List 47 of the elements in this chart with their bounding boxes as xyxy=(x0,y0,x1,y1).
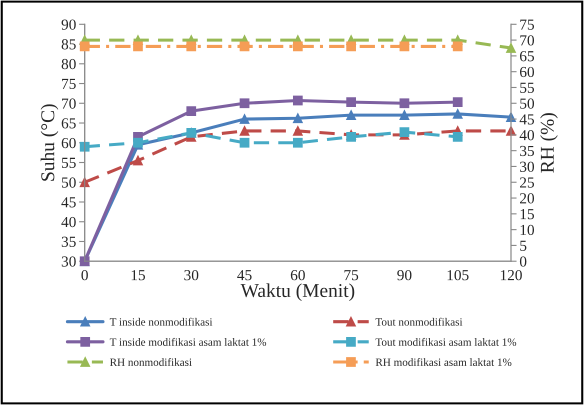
y-tick-label: 35 xyxy=(62,236,76,247)
x-tick-label: 120 xyxy=(500,270,522,280)
y2-tick-label: 10 xyxy=(520,224,534,236)
legend-label: RH nonmodifikasi xyxy=(110,358,192,366)
y-axis-title: Suhu (°C) xyxy=(40,104,58,181)
x-tick-label: 45 xyxy=(237,270,252,280)
x-tick-label: 30 xyxy=(184,270,198,280)
legend-label: T inside nonmodifikasi xyxy=(110,318,212,326)
y2-tick-label: 0 xyxy=(520,256,526,267)
y2-tick-label: 65 xyxy=(520,51,534,62)
y-tick-label: 85 xyxy=(62,39,76,50)
legend-label: Tout nonmodifikasi xyxy=(376,318,462,326)
y2-tick-label: 75 xyxy=(520,20,534,30)
y2-tick-label: 35 xyxy=(520,146,534,156)
legend-label: T inside modifikasi asam laktat 1% xyxy=(110,338,266,346)
y-tick-label: 50 xyxy=(62,177,76,188)
y2-axis-title: RH (%) xyxy=(540,113,558,173)
x-tick-label: 60 xyxy=(290,270,305,280)
y2-tick-label: 20 xyxy=(520,193,534,204)
x-axis-title: Waktu (Menit) xyxy=(240,283,354,302)
x-tick-label: 0 xyxy=(81,270,88,280)
x-tick-label: 105 xyxy=(448,270,469,280)
y2-tick-label: 45 xyxy=(520,114,534,125)
legend-label: Tout modifikasi asam laktat 1% xyxy=(376,338,516,346)
y2-tick-label: 15 xyxy=(520,209,534,220)
x-tick-label: 75 xyxy=(344,270,358,280)
y-tick-label: 55 xyxy=(62,158,76,168)
y2-tick-label: 5 xyxy=(520,240,526,251)
x-tick-label: 15 xyxy=(132,270,146,280)
y2-tick-label: 60 xyxy=(520,66,534,78)
y-tick-label: 60 xyxy=(62,138,76,148)
x-tick-label: 90 xyxy=(397,270,412,280)
y-tick-label: 40 xyxy=(61,216,76,228)
legend-label: RH modifikasi asam laktat 1% xyxy=(376,358,512,366)
y-tick-label: 90 xyxy=(62,19,76,30)
y-tick-label: 70 xyxy=(62,98,76,109)
y2-tick-label: 25 xyxy=(520,177,534,188)
y2-tick-label: 30 xyxy=(520,162,534,172)
y-tick-label: 80 xyxy=(62,58,76,70)
y2-tick-label: 40 xyxy=(520,130,534,140)
y-tick-label: 30 xyxy=(62,256,76,267)
y-tick-label: 45 xyxy=(61,197,76,208)
y-tick-label: 75 xyxy=(62,78,76,89)
y2-tick-label: 55 xyxy=(520,82,534,93)
y2-tick-label: 50 xyxy=(520,98,534,109)
y-tick-label: 65 xyxy=(62,118,76,128)
y2-tick-label: 70 xyxy=(520,35,534,46)
